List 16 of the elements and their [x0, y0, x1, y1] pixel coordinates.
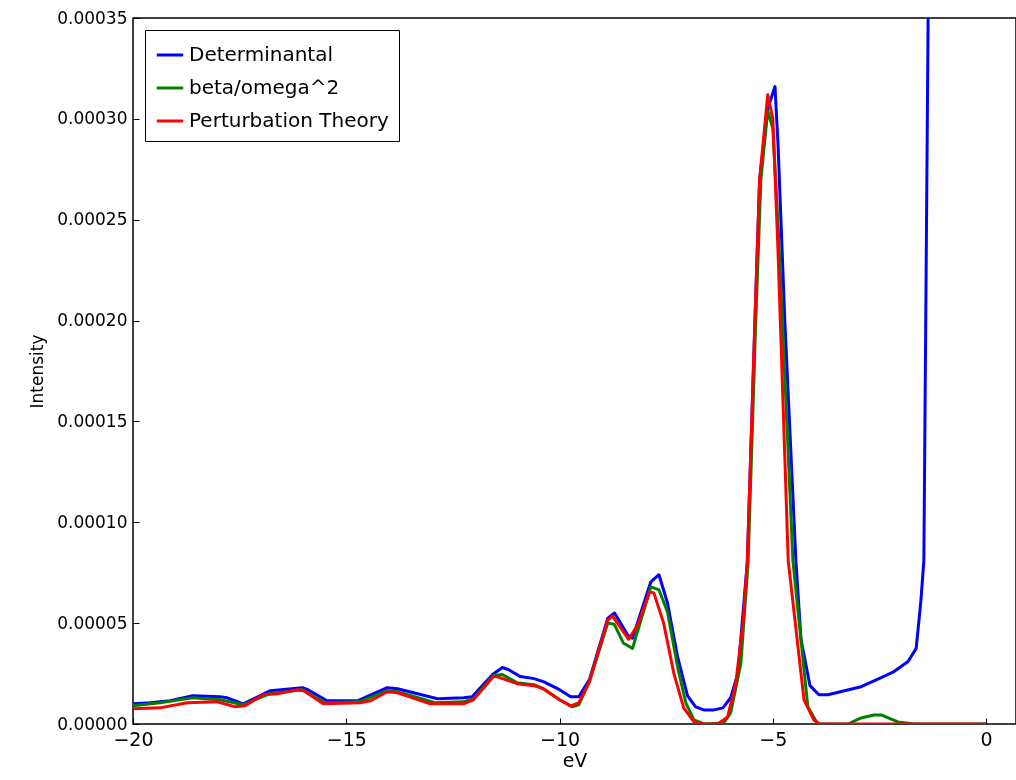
- y-tick-label: 0.00005: [57, 612, 128, 633]
- legend-label: beta/omega^2: [189, 75, 340, 99]
- x-tick-label: 0: [980, 727, 993, 750]
- y-tick-label: 0.00025: [57, 209, 128, 230]
- y-tick-label: 0.00020: [57, 310, 128, 331]
- y-tick-label: 0.00030: [57, 108, 128, 129]
- x-tick-label: −5: [759, 727, 788, 750]
- y-tick-label: 0.00035: [57, 7, 128, 28]
- y-tick-label: 0.00010: [57, 511, 128, 532]
- x-tick-label: −15: [326, 727, 367, 750]
- legend-label: Determinantal: [189, 42, 334, 66]
- x-axis-title: eV: [562, 748, 588, 771]
- legend-label: Perturbation Theory: [189, 108, 389, 132]
- y-tick-label: 0.00015: [57, 410, 128, 431]
- y-axis-title: Intensity: [27, 334, 48, 409]
- x-tick-label: −10: [540, 727, 581, 750]
